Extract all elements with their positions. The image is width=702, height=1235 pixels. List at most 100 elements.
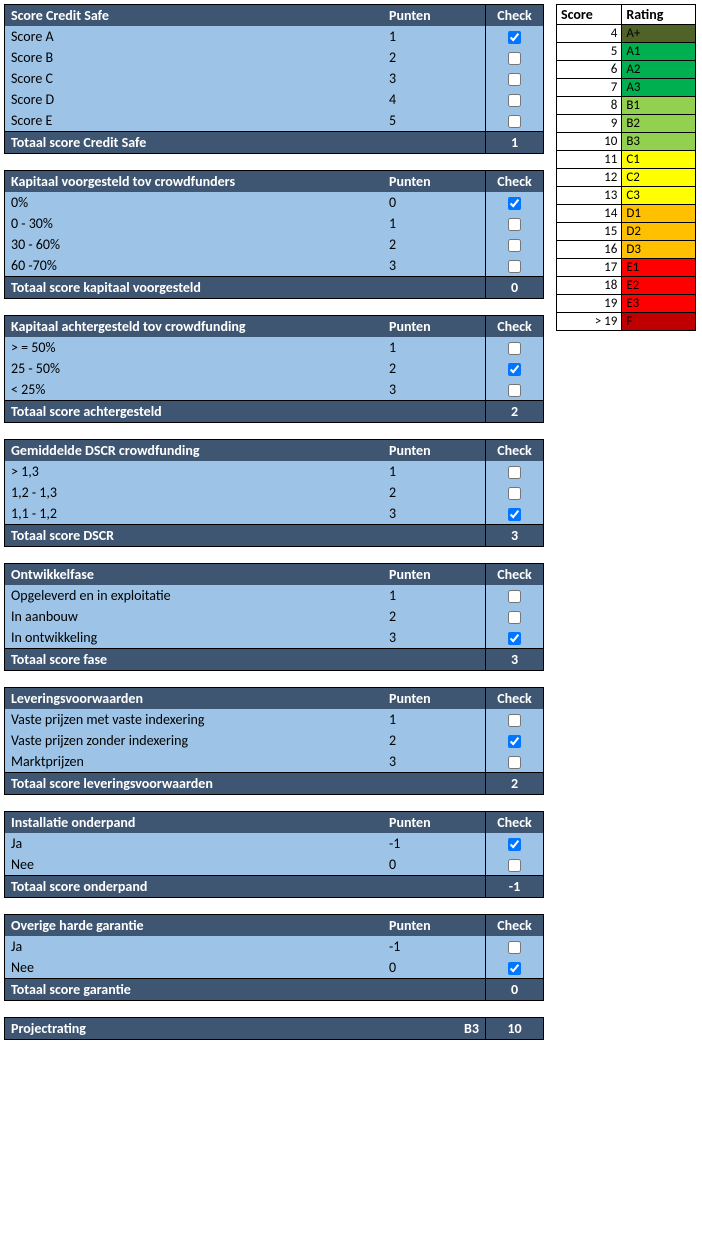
project-rating-score: 10 — [485, 1018, 543, 1039]
score-checkbox[interactable] — [508, 941, 521, 954]
rating-table: Score Rating 4A+5A16A27A38B19B210B311C11… — [556, 4, 696, 331]
project-rating: ProjectratingB310 — [4, 1017, 544, 1040]
rating-row: 14D1 — [557, 205, 696, 223]
score-checkbox[interactable] — [508, 94, 521, 107]
score-section: OntwikkelfasePuntenCheckOpgeleverd en in… — [4, 563, 544, 671]
rating-score: 18 — [557, 277, 622, 295]
column-header-check: Check — [485, 171, 543, 192]
score-row-check-cell — [485, 627, 543, 648]
section-total: Totaal score Credit Safe1 — [5, 131, 543, 153]
score-checkbox[interactable] — [508, 756, 521, 769]
score-row-punten: 1 — [383, 461, 485, 482]
section-title: Overige harde garantie — [5, 915, 383, 936]
score-row-check-cell — [485, 47, 543, 68]
rating-row: 12C2 — [557, 169, 696, 187]
rating-row: 9B2 — [557, 115, 696, 133]
score-checkbox[interactable] — [508, 115, 521, 128]
score-row-punten: 1 — [383, 337, 485, 358]
score-row-punten: 1 — [383, 585, 485, 606]
rating-label: E1 — [622, 259, 696, 277]
score-row-punten: 0 — [383, 957, 485, 978]
rating-row: 16D3 — [557, 241, 696, 259]
rating-label: E3 — [622, 295, 696, 313]
score-row-label: Score C — [5, 68, 383, 89]
column-header-check: Check — [485, 316, 543, 337]
score-checkbox[interactable] — [508, 73, 521, 86]
section-header: Kapitaal achtergesteld tov crowdfundingP… — [5, 316, 543, 337]
section-total-value: 2 — [485, 401, 543, 422]
score-checkbox[interactable] — [508, 260, 521, 273]
score-row-punten: 0 — [383, 192, 485, 213]
rating-label: F — [622, 313, 696, 331]
rating-row: 13C3 — [557, 187, 696, 205]
section-total-label: Totaal score kapitaal voorgesteld — [5, 277, 485, 298]
score-row-label: 30 - 60% — [5, 234, 383, 255]
rating-score: 6 — [557, 61, 622, 79]
score-checkbox[interactable] — [508, 363, 521, 376]
section-total-value: 2 — [485, 773, 543, 794]
score-row-punten: 0 — [383, 854, 485, 875]
score-checkbox[interactable] — [508, 714, 521, 727]
score-row: 1,1 - 1,23 — [5, 503, 543, 524]
score-checkbox[interactable] — [508, 838, 521, 851]
score-checkbox[interactable] — [508, 197, 521, 210]
score-row-punten: 3 — [383, 503, 485, 524]
score-row-check-cell — [485, 854, 543, 875]
score-checkbox[interactable] — [508, 508, 521, 521]
score-checkbox[interactable] — [508, 31, 521, 44]
rating-score: 7 — [557, 79, 622, 97]
rating-score: 11 — [557, 151, 622, 169]
score-row: Score A1 — [5, 26, 543, 47]
rating-label: A1 — [622, 43, 696, 61]
score-row-label: Score B — [5, 47, 383, 68]
score-checkbox[interactable] — [508, 384, 521, 397]
score-checkbox[interactable] — [508, 487, 521, 500]
score-row-punten: 1 — [383, 26, 485, 47]
score-row: In ontwikkeling3 — [5, 627, 543, 648]
score-checkbox[interactable] — [508, 859, 521, 872]
score-row-check-cell — [485, 730, 543, 751]
section-title: Installatie onderpand — [5, 812, 383, 833]
score-checkbox[interactable] — [508, 218, 521, 231]
score-row-check-cell — [485, 833, 543, 854]
score-checkbox[interactable] — [508, 611, 521, 624]
score-section: Score Credit SafePuntenCheckScore A1Scor… — [4, 4, 544, 154]
section-total-label: Totaal score achtergesteld — [5, 401, 485, 422]
rating-row: 10B3 — [557, 133, 696, 151]
score-row-label: Score E — [5, 110, 383, 131]
rating-label: C1 — [622, 151, 696, 169]
score-checkbox[interactable] — [508, 239, 521, 252]
score-checkbox[interactable] — [508, 962, 521, 975]
score-row-check-cell — [485, 234, 543, 255]
score-row-label: Vaste prijzen met vaste indexering — [5, 709, 383, 730]
rating-label: A2 — [622, 61, 696, 79]
score-row-label: 0 - 30% — [5, 213, 383, 234]
rating-row: > 19F — [557, 313, 696, 331]
section-title: Ontwikkelfase — [5, 564, 383, 585]
score-row-label: Vaste prijzen zonder indexering — [5, 730, 383, 751]
score-row-label: Ja — [5, 833, 383, 854]
score-checkbox[interactable] — [508, 632, 521, 645]
score-row-check-cell — [485, 461, 543, 482]
score-row: 1,2 - 1,32 — [5, 482, 543, 503]
score-section: Installatie onderpandPuntenCheckJa-1Nee0… — [4, 811, 544, 898]
score-checkbox[interactable] — [508, 590, 521, 603]
score-row-label: > 1,3 — [5, 461, 383, 482]
rating-label: B1 — [622, 97, 696, 115]
column-header-check: Check — [485, 915, 543, 936]
column-header-punten: Punten — [383, 440, 485, 461]
score-row-punten: 1 — [383, 709, 485, 730]
score-checkbox[interactable] — [508, 466, 521, 479]
column-header-punten: Punten — [383, 688, 485, 709]
score-row: Ja-1 — [5, 936, 543, 957]
score-checkbox[interactable] — [508, 52, 521, 65]
rating-row: 19E3 — [557, 295, 696, 313]
score-checkbox[interactable] — [508, 735, 521, 748]
score-row: 0 - 30%1 — [5, 213, 543, 234]
score-row: Nee0 — [5, 854, 543, 875]
section-total: Totaal score onderpand-1 — [5, 875, 543, 897]
score-row-label: In aanbouw — [5, 606, 383, 627]
section-header: Installatie onderpandPuntenCheck — [5, 812, 543, 833]
score-row-punten: 4 — [383, 89, 485, 110]
score-checkbox[interactable] — [508, 342, 521, 355]
